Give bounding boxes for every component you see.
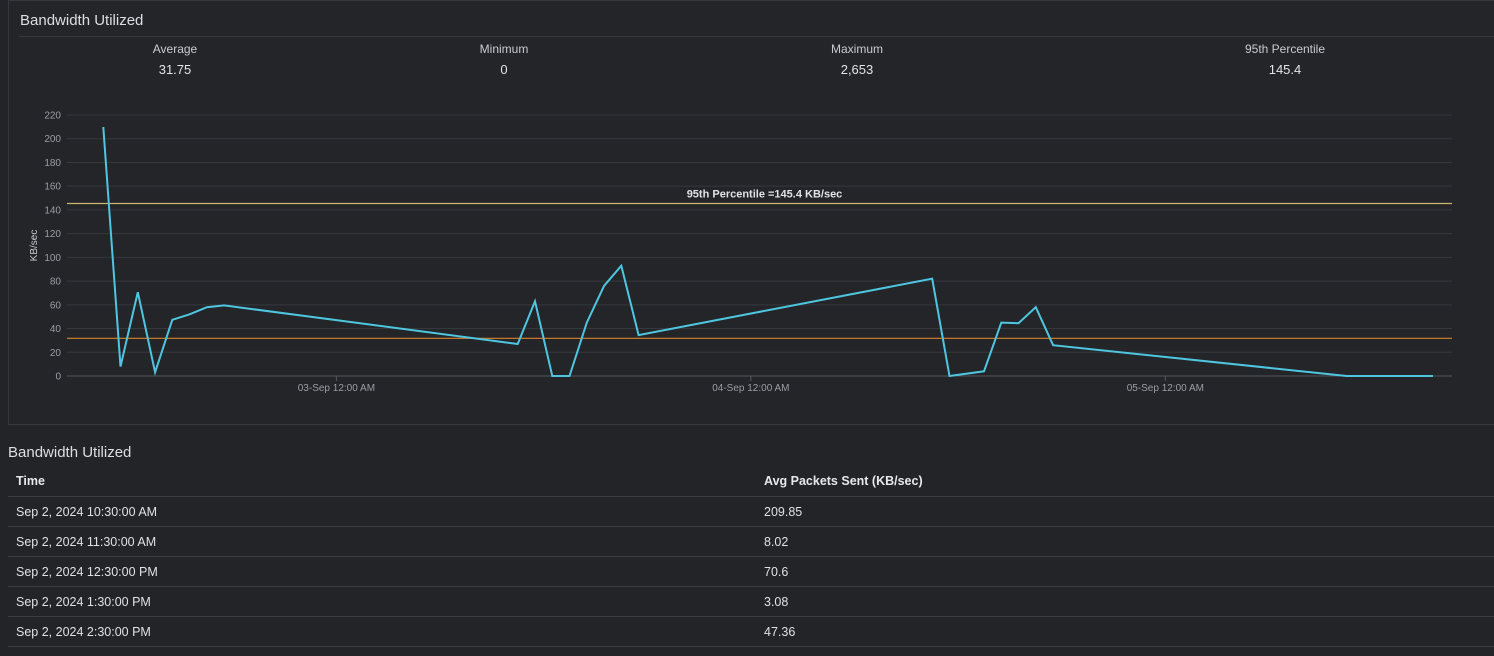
stat-label: Minimum [479, 42, 529, 56]
x-tick-label: 04-Sep 12:00 AM [712, 383, 789, 394]
column-header-avg-packets-sent[interactable]: Avg Packets Sent (KB/sec) [764, 474, 923, 488]
table-row[interactable]: Sep 2, 2024 2:30:00 PM 47.36 [8, 617, 1494, 647]
x-tick-label: 03-Sep 12:00 AM [298, 383, 375, 394]
stat-average: Average 31.75 [75, 42, 275, 77]
stat-95th-percentile: 95th Percentile 145.4 [1185, 42, 1385, 77]
stat-value: 2,653 [840, 62, 874, 77]
table-title: Bandwidth Utilized [8, 444, 132, 461]
stat-minimum: Minimum 0 [404, 42, 604, 77]
bandwidth-line-chart[interactable]: 0 20 40 60 80 100 120 140 160 180 200 220 KB/sec 03-S… [9, 1, 1489, 421]
y-tick-label: 80 [50, 277, 62, 288]
bandwidth-table: Time Avg Packets Sent (KB/sec) Sep 2, 20… [8, 466, 1494, 647]
y-tick-label: 100 [44, 253, 61, 264]
cell-time: Sep 2, 2024 10:30:00 AM [16, 505, 158, 519]
cell-avg-packets-sent: 209.85 [764, 505, 803, 519]
table-header-row: Time Avg Packets Sent (KB/sec) [8, 466, 1494, 497]
cell-avg-packets-sent: 70.6 [764, 565, 789, 579]
y-axis-label: KB/sec [29, 230, 40, 262]
y-tick-label: 160 [44, 182, 61, 193]
y-tick-label: 140 [44, 205, 61, 216]
stat-maximum: Maximum 2,653 [757, 42, 957, 77]
y-tick-label: 60 [50, 300, 62, 311]
cell-avg-packets-sent: 8.02 [764, 535, 789, 549]
cell-time: Sep 2, 2024 12:30:00 PM [16, 565, 158, 579]
cell-time: Sep 2, 2024 1:30:00 PM [16, 595, 151, 609]
cell-avg-packets-sent: 47.36 [764, 625, 796, 639]
y-tick-label: 0 [55, 372, 61, 383]
y-tick-label: 200 [44, 134, 61, 145]
panel-title-divider [19, 36, 1494, 37]
y-tick-label: 220 [44, 111, 61, 122]
y-tick-label: 40 [50, 324, 62, 335]
table-row[interactable]: Sep 2, 2024 10:30:00 AM 209.85 [8, 497, 1494, 527]
table-row[interactable]: Sep 2, 2024 11:30:00 AM 8.02 [8, 527, 1494, 557]
stat-label: Average [152, 42, 198, 56]
stat-value: 0 [500, 62, 508, 77]
y-tick-label: 20 [50, 348, 62, 359]
cell-time: Sep 2, 2024 11:30:00 AM [16, 535, 157, 549]
stat-label: 95th Percentile [1244, 42, 1326, 56]
panel-title: Bandwidth Utilized [20, 12, 144, 29]
series-line [102, 126, 1433, 378]
stat-value: 145.4 [1268, 62, 1302, 77]
table-row[interactable]: Sep 2, 2024 1:30:00 PM 3.08 [8, 587, 1494, 617]
x-tick-label: 05-Sep 12:00 AM [1127, 383, 1204, 394]
column-header-time[interactable]: Time [16, 474, 45, 488]
y-tick-label: 120 [44, 229, 61, 240]
table-row[interactable]: Sep 2, 2024 12:30:00 PM 70.6 [8, 557, 1494, 587]
y-tick-label: 180 [44, 158, 61, 169]
cell-avg-packets-sent: 3.08 [764, 595, 789, 609]
stat-value: 31.75 [158, 62, 192, 77]
cell-time: Sep 2, 2024 2:30:00 PM [16, 625, 151, 639]
reference-line-label: 95th Percentile =145.4 KB/sec [687, 189, 843, 201]
bandwidth-panel: Bandwidth Utilized Average 31.75 Minimum… [8, 0, 1494, 425]
stat-label: Maximum [830, 42, 883, 56]
